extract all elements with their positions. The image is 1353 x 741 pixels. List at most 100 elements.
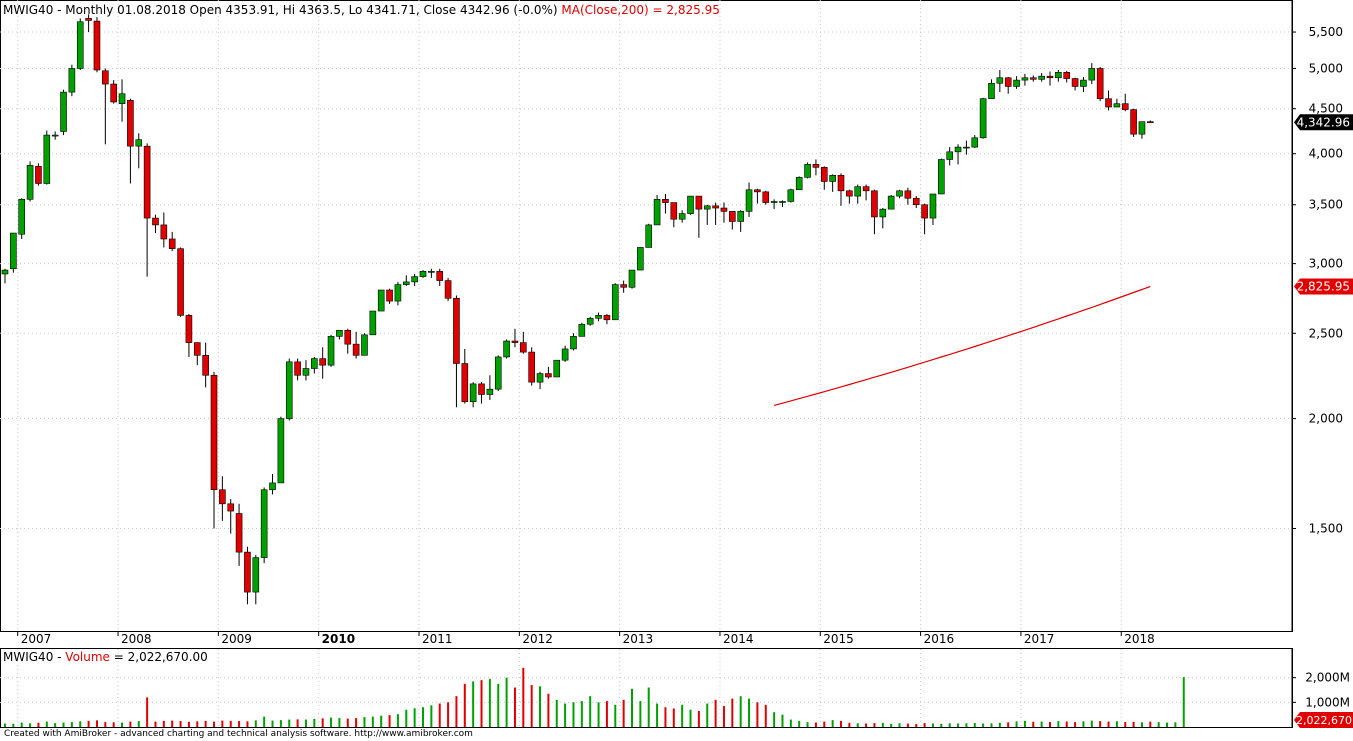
candle-body (829, 175, 836, 182)
candle (469, 382, 477, 408)
candle (637, 247, 644, 271)
candle-body (787, 189, 795, 202)
candle (812, 159, 820, 176)
candle-body (637, 247, 644, 271)
candle (302, 360, 310, 381)
candle (402, 275, 410, 286)
candle (595, 312, 602, 322)
volume-bars (4, 667, 1185, 727)
candle-body (929, 193, 937, 219)
price-tick-label: 1,500 (1309, 521, 1343, 535)
candle (653, 195, 661, 226)
candle-body (135, 139, 143, 147)
candle (10, 232, 17, 273)
candle (561, 345, 569, 362)
candle (745, 182, 753, 217)
candle-body (1071, 78, 1079, 87)
candle (511, 328, 519, 348)
candle (444, 277, 452, 302)
candle (670, 202, 678, 228)
candle (419, 270, 427, 278)
candle (386, 288, 393, 304)
candle-body (645, 224, 653, 248)
candle (428, 268, 435, 278)
candle-body (394, 284, 402, 302)
candle-body (60, 91, 67, 132)
candle (996, 69, 1004, 93)
candle-body (578, 323, 586, 337)
candle (1055, 69, 1062, 82)
volume-symbol: MWIG40 (3, 650, 53, 664)
candle-body (227, 503, 235, 512)
candle (193, 342, 201, 366)
candle (277, 416, 285, 484)
candle-body (988, 82, 995, 99)
candle-body (235, 513, 243, 553)
candle-body (837, 175, 845, 192)
candle-body (294, 361, 301, 376)
volume-sep: - (53, 650, 65, 664)
candle-body (486, 388, 494, 395)
candle-body (520, 342, 527, 353)
volume-pane-title: MWIG40 - Volume = 2,022,670.00 (3, 650, 208, 664)
candle-body (419, 271, 427, 277)
candle (486, 375, 494, 400)
candle (152, 214, 159, 234)
year-label: 2014 (723, 632, 754, 646)
price-tick-label: 2,500 (1309, 326, 1343, 340)
candle (294, 358, 301, 381)
candle-body (846, 190, 853, 197)
candle-body (779, 201, 786, 203)
candle-body (1080, 79, 1087, 87)
volume-pane[interactable]: 1,000M 2,000M 2,022,670 MWIG40 - Volume = … (0, 648, 1353, 728)
candle (85, 14, 92, 33)
candle-body (1021, 77, 1029, 81)
candle-body (1138, 121, 1146, 135)
ma-200-line (773, 285, 1151, 406)
candle-body (244, 551, 251, 593)
candle-body (595, 315, 602, 319)
candle (260, 487, 268, 564)
candle-body (193, 342, 201, 356)
candle (43, 130, 51, 185)
year-label: 2011 (422, 632, 453, 646)
candle-body (102, 70, 109, 85)
candle (26, 161, 34, 202)
candle (244, 546, 251, 605)
candle-body (185, 315, 193, 343)
candle-body (168, 238, 176, 249)
ohlc-info: - Monthly 01.08.2018 Open 4353.91, Hi 43… (53, 3, 561, 17)
ma-value-badge-text: 2,825.95 (1297, 279, 1350, 293)
candle (553, 359, 561, 378)
price-badges: 4,342.96 2,825.95 (1294, 114, 1353, 295)
candle-body (202, 355, 209, 376)
candle (93, 17, 101, 73)
year-label: 2010 (322, 632, 355, 646)
candle (695, 195, 703, 238)
candle (336, 329, 343, 340)
candle-body (963, 146, 970, 149)
candle (1071, 77, 1079, 91)
candle (578, 322, 586, 337)
candle-body (871, 190, 878, 218)
candle-body (444, 280, 452, 299)
candle (168, 231, 176, 252)
candle (963, 140, 970, 155)
volume-badge: 2,022,670 (1294, 712, 1353, 728)
candle-body (18, 199, 26, 235)
candle-body (469, 383, 477, 403)
price-pane[interactable]: 1,500 2,000 2,500 3,000 3,500 4,000 4,500 5,000… (0, 0, 1353, 646)
candle (912, 196, 920, 209)
candle (1063, 70, 1071, 83)
candle (461, 348, 469, 404)
candle (1105, 90, 1112, 111)
candle (846, 189, 853, 204)
volume-label: Volume (65, 650, 110, 664)
candles (1, 14, 1154, 605)
candle-body (921, 204, 928, 219)
candle-body (561, 348, 569, 361)
candle-body (996, 77, 1004, 84)
candle-body (887, 195, 895, 210)
candle-body (1029, 77, 1037, 80)
